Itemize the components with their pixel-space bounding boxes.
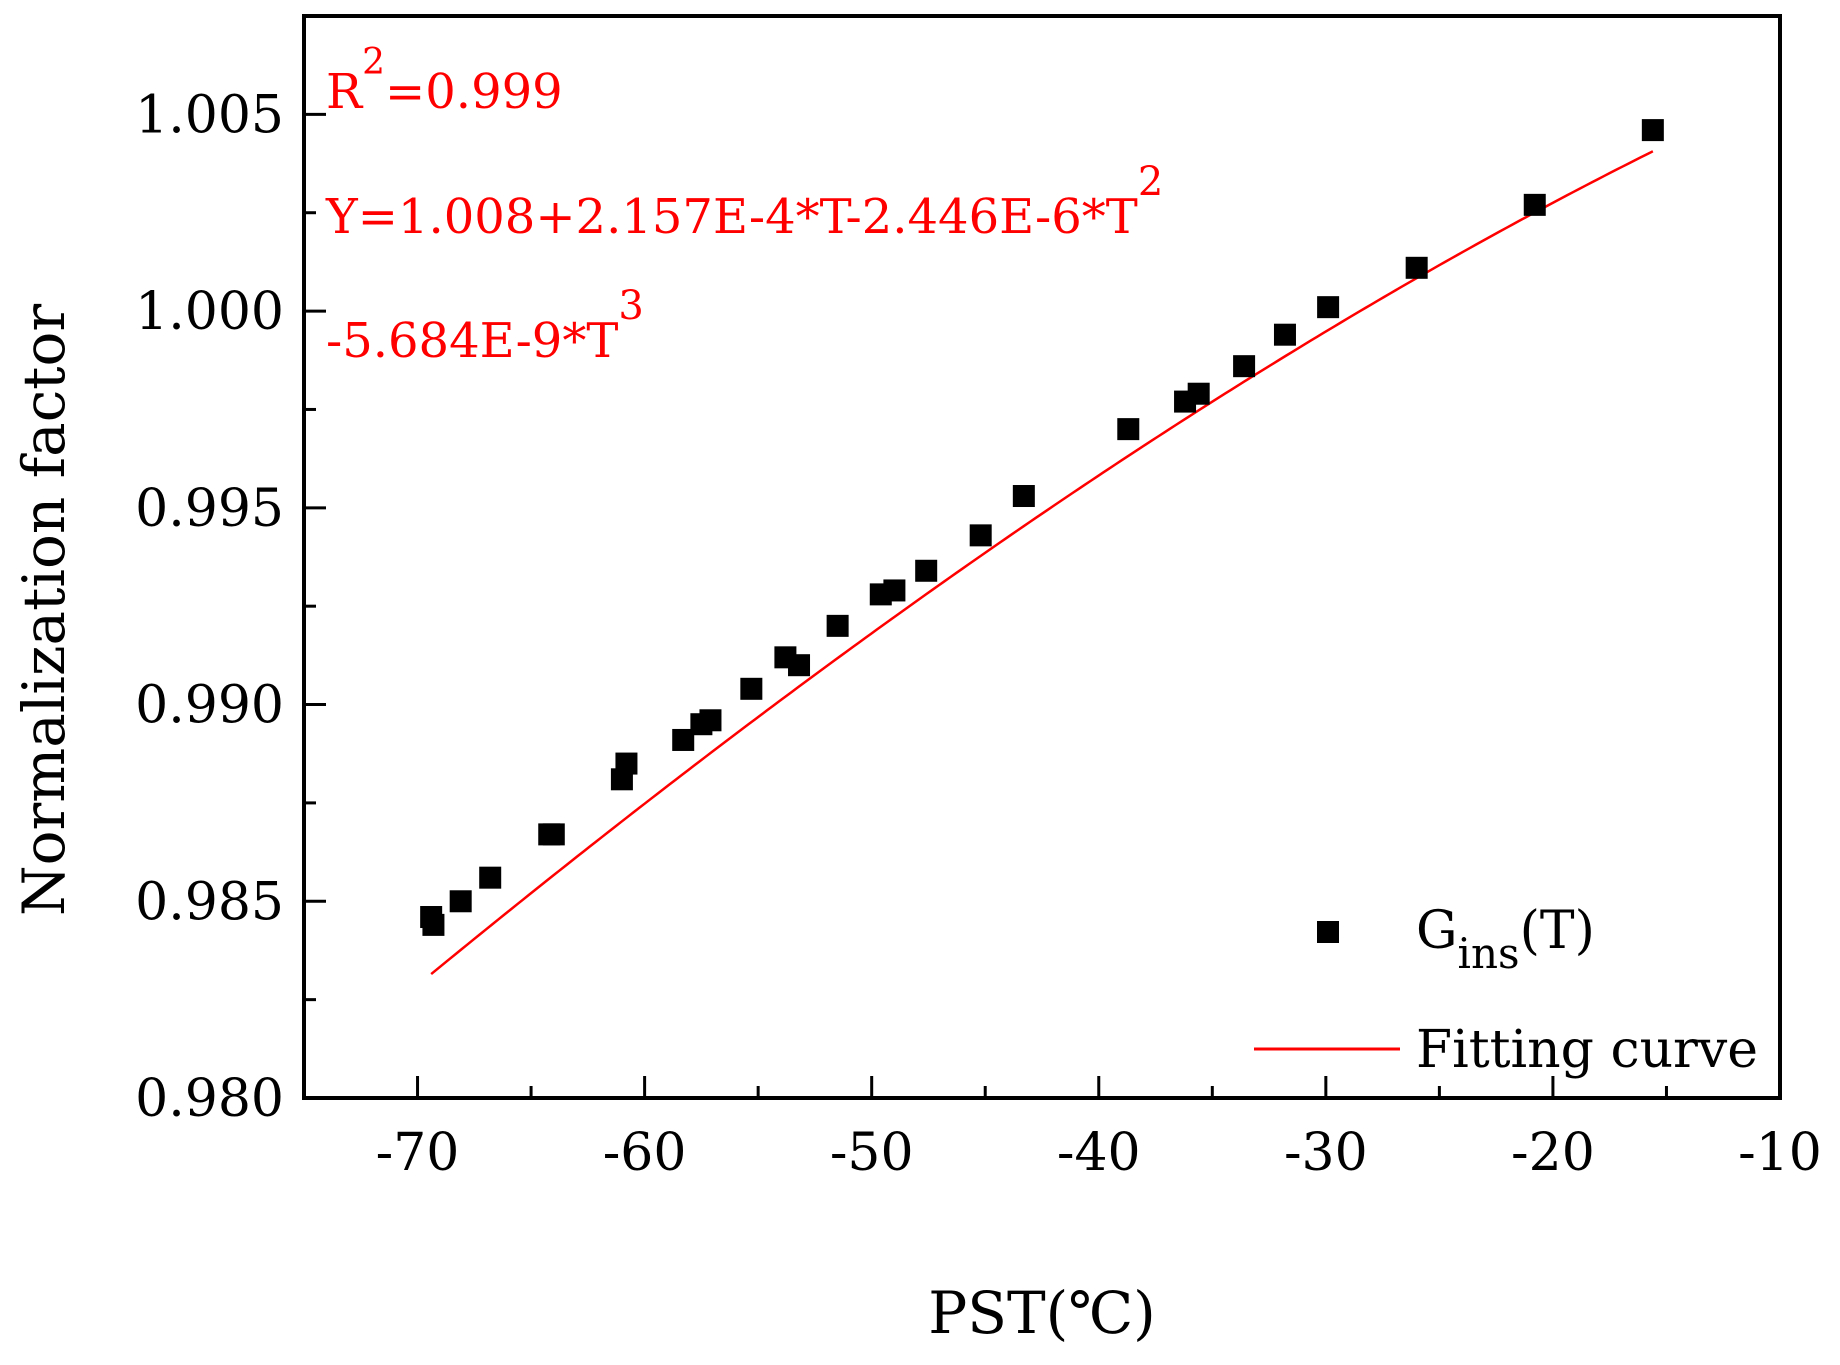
y-axis-label: Normalization factor: [10, 304, 78, 917]
data-point: [672, 728, 695, 751]
x-tick-label: -70: [376, 1123, 460, 1183]
data-point: [449, 890, 472, 913]
equation-line-2: -5.684E-9*T3: [326, 283, 644, 369]
legend: Gins(T) Fitting curve: [1254, 901, 1758, 1080]
data-point: [740, 677, 763, 700]
x-tick-label: -40: [1057, 1123, 1141, 1183]
x-axis: -70 -60 -50 -40 -30 -20 -10: [376, 1076, 1822, 1183]
y-tick-label: 1.005: [135, 85, 284, 145]
legend-marker-square: [1317, 921, 1339, 943]
y-axis: 0.980 0.985 0.990 0.995 1.000 1.005: [135, 85, 326, 1129]
x-tick-label: -10: [1738, 1123, 1822, 1183]
data-point: [1012, 485, 1035, 508]
data-point: [542, 823, 565, 846]
data-point: [1317, 296, 1340, 319]
r2-base: R: [326, 64, 364, 120]
legend-gins-name: G: [1416, 901, 1458, 961]
data-point: [1523, 193, 1546, 216]
legend-label-gins: Gins(T): [1416, 901, 1595, 978]
y-tick-label: 0.985: [135, 872, 284, 932]
legend-label-fit: Fitting curve: [1416, 1020, 1758, 1080]
data-point: [422, 913, 445, 936]
legend-gins-suffix: (T): [1520, 901, 1595, 961]
equation-line-1-main: Y=1.008+2.157E-4*T-2.446E-6*T: [325, 189, 1138, 245]
plot-frame: [302, 14, 1782, 1100]
x-tick-label: -20: [1511, 1123, 1595, 1183]
y-tick-label: 0.990: [135, 676, 284, 736]
fit-equation: R2=0.999 Y=1.008+2.157E-4*T-2.446E-6*T2 …: [325, 42, 1163, 369]
y-tick-label: 0.995: [135, 479, 284, 539]
data-point: [1117, 418, 1140, 441]
data-point: [969, 524, 992, 547]
r-squared-annotation: R2=0.999: [326, 42, 563, 120]
legend-gins-subscript: ins: [1458, 929, 1520, 978]
equation-line-1: Y=1.008+2.157E-4*T-2.446E-6*T2: [325, 159, 1163, 245]
r2-exponent: 2: [362, 42, 385, 83]
data-point: [479, 866, 502, 889]
data-point: [1405, 256, 1428, 279]
data-point: [788, 654, 811, 677]
data-point: [615, 752, 638, 775]
fit-layer: [430, 150, 1654, 976]
data-points: [420, 119, 1664, 936]
data-point: [826, 614, 849, 637]
data-point: [699, 709, 722, 732]
data-point: [883, 579, 906, 602]
equation-line-2-exp: 3: [618, 283, 643, 329]
x-tick-label: -30: [1284, 1123, 1368, 1183]
data-point: [1233, 355, 1256, 378]
r2-value: =0.999: [385, 64, 563, 120]
y-tick-label: 0.980: [135, 1069, 284, 1129]
data-point: [915, 559, 938, 582]
data-point: [1187, 382, 1210, 405]
x-axis-label: PST(℃): [928, 1279, 1156, 1347]
y-tick-label: 1.000: [135, 282, 284, 342]
data-point: [1273, 323, 1296, 346]
data-point: [1641, 119, 1664, 142]
equation-line-2-main: -5.684E-9*T: [326, 313, 618, 369]
equation-line-1-exp: 2: [1138, 159, 1163, 205]
x-tick-label: -60: [603, 1123, 687, 1183]
x-tick-label: -50: [830, 1123, 914, 1183]
fitting-curve-line: [430, 150, 1654, 976]
